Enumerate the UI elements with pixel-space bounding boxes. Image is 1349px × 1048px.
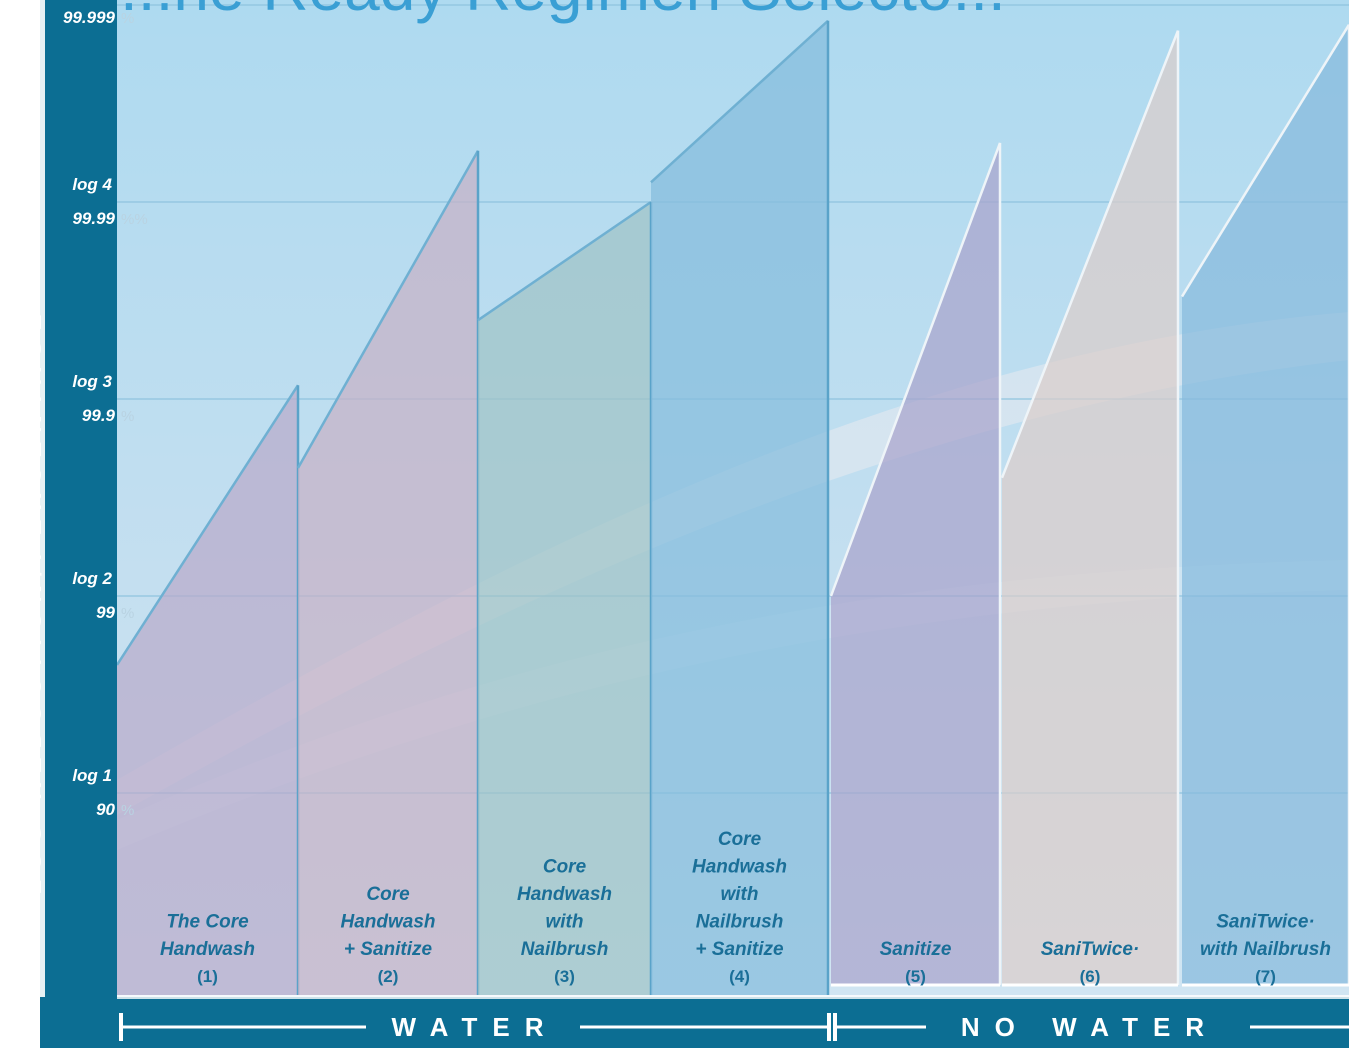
category-label-line: Nailbrush: [696, 912, 784, 933]
category-area: [651, 20, 828, 995]
category-label-line: Core: [366, 884, 410, 905]
tick-label-log: log 2: [72, 569, 112, 588]
category-top-edge: [296, 150, 480, 469]
category-number: (4): [729, 967, 750, 986]
x-axis-band: [40, 997, 1349, 1048]
category-number: (3): [554, 967, 575, 986]
category-area: [1182, 24, 1349, 985]
category-label: SaniTwice· with Nailbrush: [1200, 912, 1331, 961]
y-axis-edge: [40, 0, 45, 1048]
category-label-line: Sanitize: [880, 939, 952, 960]
tick-label-percent-sign: %: [121, 408, 134, 425]
category-top-edge: [829, 142, 1002, 597]
category-top-edge: [1000, 30, 1180, 479]
category-label-line: with Nailbrush: [1200, 939, 1331, 960]
category-label-line: Nailbrush: [521, 939, 609, 960]
category-label-line: Core: [718, 829, 762, 850]
tick-label-log: log 3: [72, 372, 112, 391]
category-label: Core Handwash + Sanitize: [340, 884, 435, 960]
category-label: Sanitize: [880, 939, 952, 960]
tick-label-percent: 90: [96, 800, 115, 819]
category-label-line: Handwash: [340, 912, 435, 933]
category-number: (1): [197, 967, 218, 986]
tick-label-percent-sign: %: [121, 10, 134, 27]
category-label-line: Core: [543, 857, 587, 878]
category-label: SaniTwice·: [1041, 939, 1140, 960]
x-axis-baseline: [117, 995, 1349, 999]
category-label-line: + Sanitize: [695, 939, 784, 960]
tick-label-percent-sign: %%: [121, 211, 148, 228]
category-label-line: SaniTwice·: [1041, 939, 1140, 960]
tick-label-percent: 99.9: [82, 406, 116, 425]
tick-label-log: log 4: [72, 175, 112, 194]
category-top-edge: [115, 384, 300, 666]
category-label-line: Handwash: [160, 939, 255, 960]
category-label-line: Handwash: [692, 857, 787, 878]
group-label: WATER: [392, 1012, 559, 1042]
tick-label-log: log 1: [72, 766, 112, 785]
category-number: (5): [905, 967, 926, 986]
category-label-line: SaniTwice·: [1216, 912, 1315, 933]
y-axis-label: LOG REDUCTION/PERCENTAGE: [20, 306, 47, 895]
category-top-edge: [477, 200, 652, 322]
category-label: Core Handwash with Nailbrush + Sanitize: [692, 829, 787, 960]
category-label: Core Handwash with Nailbrush: [517, 857, 612, 961]
tick-label-percent-sign: %: [121, 802, 134, 819]
tick-label-percent: 99.999: [63, 8, 116, 27]
page-title: ...ne Ready Regimen Selecto...: [120, 0, 1006, 24]
category-area: [478, 202, 651, 995]
y-axis-band: [40, 0, 117, 1048]
y-axis-margin: [0, 0, 40, 1048]
category-number: (2): [378, 967, 399, 986]
category-label-line: Handwash: [517, 884, 612, 905]
tick-label-percent-sign: %: [121, 605, 134, 622]
category-label-line: + Sanitize: [344, 939, 433, 960]
category-area: [298, 150, 478, 995]
category-top-edge: [1180, 24, 1349, 298]
category-area: [1002, 30, 1178, 986]
group-label: NO WATER: [961, 1012, 1219, 1042]
category-area: [117, 385, 298, 996]
category-label-line: with: [721, 884, 759, 905]
category-label-line: The Core: [166, 912, 249, 933]
category-label: The Core Handwash: [160, 912, 255, 961]
tick-label-percent: 99.99: [72, 209, 115, 228]
category-top-edge: [650, 19, 829, 184]
tick-label-percent: 99: [96, 603, 115, 622]
category-number: (7): [1255, 967, 1276, 986]
category-number: (6): [1080, 967, 1101, 986]
category-area: [831, 142, 1000, 985]
category-label-line: with: [546, 912, 584, 933]
